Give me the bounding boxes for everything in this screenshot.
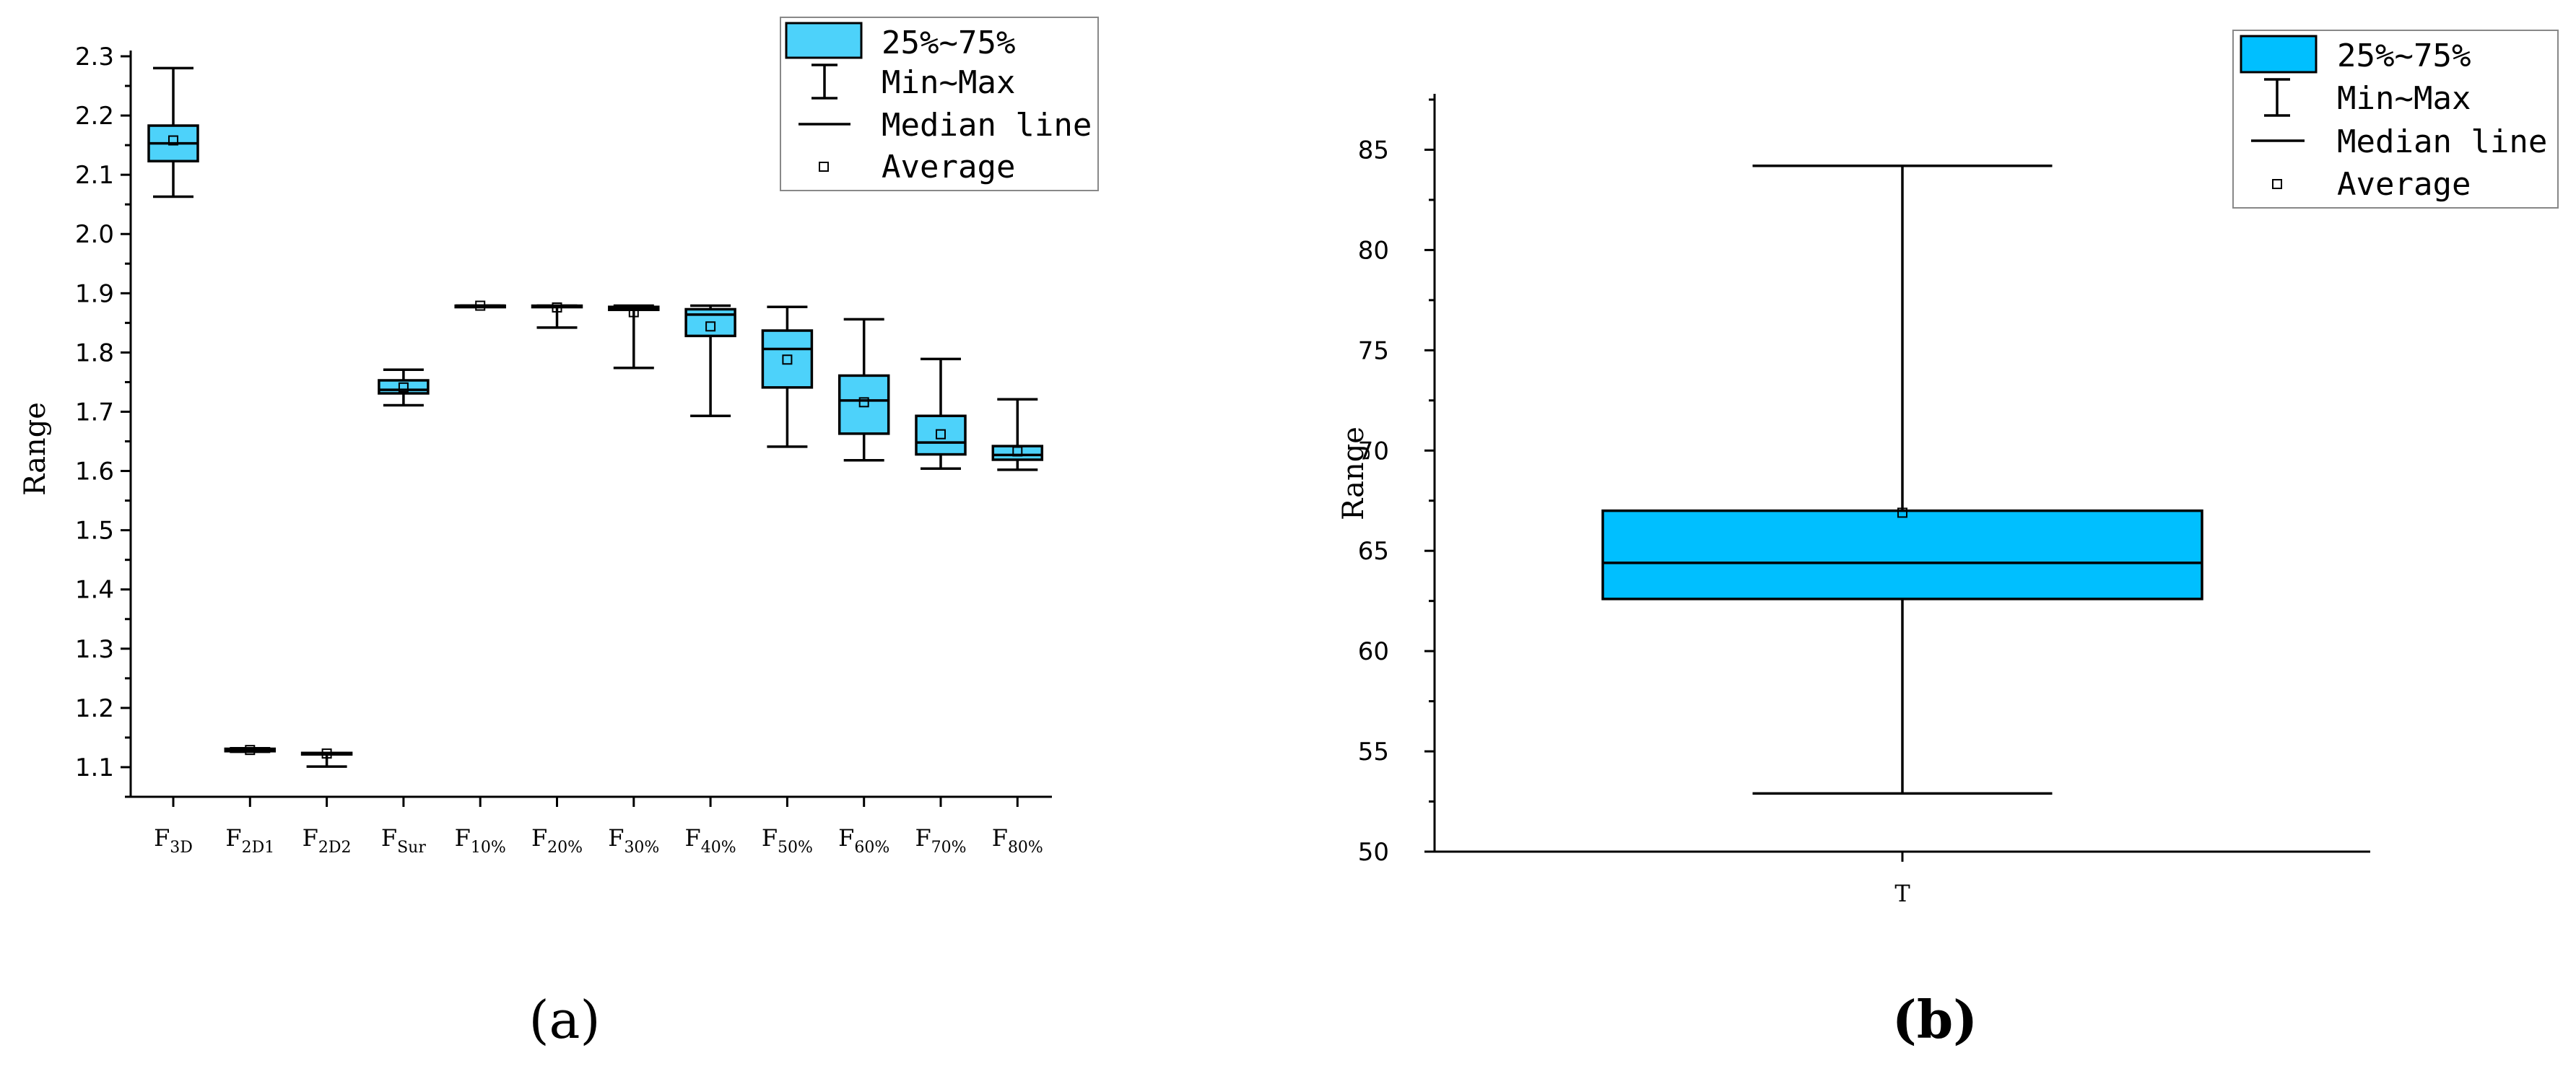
panel-a-legend-box-swatch — [785, 22, 863, 59]
panel-b-chart: Range 50 55 60 65 70 75 80 85 T 25%~75% Min~Max… — [1337, 30, 2559, 1050]
panel-a-x-tick-label: F80% — [992, 824, 1043, 857]
panel-a-box-8 — [761, 305, 814, 448]
panel-a-y-axis-title: Range — [19, 402, 52, 496]
mean-marker — [858, 397, 869, 408]
mean-marker — [168, 135, 178, 146]
panel-a-x-tick-label: F60% — [838, 824, 889, 857]
panel-a-x-tick-label: F40% — [685, 824, 736, 857]
panel-a-legend-whisker-icon — [811, 64, 837, 100]
panel-b-y-tick-label: 70 — [1358, 437, 1389, 466]
panel-b-label: (b) — [1892, 989, 1977, 1050]
panel-a-legend-minmax-label: Min~Max — [882, 64, 1015, 101]
panel-b-y-tick-label: 55 — [1358, 738, 1389, 766]
panel-a-legend: 25%~75% Min~Max Median line Average — [780, 17, 1099, 191]
panel-a-legend-median-label: Median line — [882, 107, 1092, 144]
panel-a-box-1 — [224, 745, 277, 756]
panel-a-x-tick-label: F3D — [154, 824, 193, 857]
panel-a-x-tick-label: F20% — [531, 824, 583, 857]
panel-a-y-tick-label: 2.3 — [75, 43, 114, 71]
panel-b-y-axis-title: Range — [1337, 427, 1370, 520]
panel-a-y-tick-label: 1.1 — [75, 753, 114, 782]
panel-a-x-tick-label: F2D2 — [303, 824, 352, 857]
panel-b-y-tick-label: 65 — [1358, 537, 1389, 566]
panel-a-box-11 — [991, 398, 1044, 471]
panel-a-legend-average-icon — [819, 162, 829, 172]
panel-b-y-tick-label: 75 — [1358, 336, 1389, 365]
panel-b-y-tick-label: 80 — [1358, 236, 1389, 265]
panel-a-box-2 — [300, 748, 353, 768]
panel-b-legend-median-label: Median line — [2337, 123, 2547, 160]
panel-a-x-tick-label: F2D1 — [225, 824, 274, 857]
mean-marker — [552, 302, 562, 313]
panel-a-box-3 — [378, 368, 430, 407]
mean-marker — [245, 745, 256, 756]
panel-a-legend-average-label: Average — [882, 149, 1015, 185]
panel-b-legend-box-swatch — [2240, 35, 2318, 74]
panel-b-legend-box-label: 25%~75% — [2337, 38, 2471, 74]
panel-a-box-5 — [531, 302, 583, 329]
panel-b-legend-minmax-label: Min~Max — [2337, 80, 2471, 117]
panel-a-y-tick-label: 1.6 — [75, 458, 114, 486]
panel-a-y-tick-label: 1.8 — [75, 338, 114, 367]
mean-marker — [1897, 507, 1907, 518]
panel-b-legend-average-icon — [2272, 179, 2282, 189]
panel-a-x-tick-label: F50% — [762, 824, 813, 857]
panel-a-legend-box-label: 25%~75% — [882, 25, 1015, 61]
mean-marker — [1012, 446, 1023, 457]
iqr-box — [837, 374, 890, 435]
iqr-box — [761, 329, 814, 389]
panel-b-x-tick-label: T — [1894, 880, 1910, 907]
panel-a-chart: Range 1.1 1.2 1.3 1.4 1.5 1.6 1.7 1.8 1.9 2.0 2.1 2… — [19, 17, 1099, 1050]
panel-a-x-tick-label: FSur — [381, 824, 426, 857]
iqr-box — [991, 445, 1044, 461]
mean-marker — [475, 300, 486, 311]
panel-a-y-tick-label: 1.4 — [75, 576, 114, 605]
panel-a-label: (a) — [528, 989, 600, 1050]
panel-a-x-tick-label: F10% — [455, 824, 506, 857]
panel-b-legend-average-label: Average — [2337, 166, 2471, 203]
panel-b-y-tick-label: 60 — [1358, 637, 1389, 666]
mean-marker — [936, 429, 946, 440]
panel-a-y-tick-label: 2.1 — [75, 161, 114, 190]
panel-a-y-tick-label: 2.2 — [75, 102, 114, 131]
panel-b-box-0 — [1601, 164, 2203, 795]
panel-a-y-tick-label: 2.0 — [75, 220, 114, 249]
mean-marker — [628, 307, 639, 318]
panel-b-legend-whisker-icon — [2264, 78, 2290, 117]
panel-a-box-6 — [608, 304, 660, 370]
panel-a-box-0 — [147, 66, 199, 198]
panel-a-y-tick-label: 1.7 — [75, 398, 114, 427]
panel-a-x-tick-label: F70% — [915, 824, 966, 857]
panel-a-y-tick-label: 1.9 — [75, 279, 114, 308]
panel-a-box-10 — [915, 357, 967, 471]
mean-marker — [321, 748, 332, 759]
panel-a-y-tick-label: 1.3 — [75, 635, 114, 664]
panel-a-box-9 — [837, 318, 890, 462]
panel-b-y-tick-label: 50 — [1358, 838, 1389, 867]
panel-a-box-7 — [684, 304, 736, 417]
mean-marker — [705, 321, 716, 332]
panel-a-y-tick-label: 1.5 — [75, 517, 114, 546]
panel-a-box-4 — [454, 300, 506, 311]
panel-a-y-tick-label: 1.2 — [75, 694, 114, 723]
mean-marker — [398, 382, 409, 393]
iqr-box — [1601, 509, 2203, 600]
mean-marker — [782, 354, 793, 365]
panel-b-legend: 25%~75% Min~Max Median line Average — [2232, 30, 2559, 209]
iqr-box — [915, 414, 967, 456]
panel-b-y-tick-label: 85 — [1358, 136, 1389, 165]
panel-a-x-tick-label: F30% — [608, 824, 659, 857]
